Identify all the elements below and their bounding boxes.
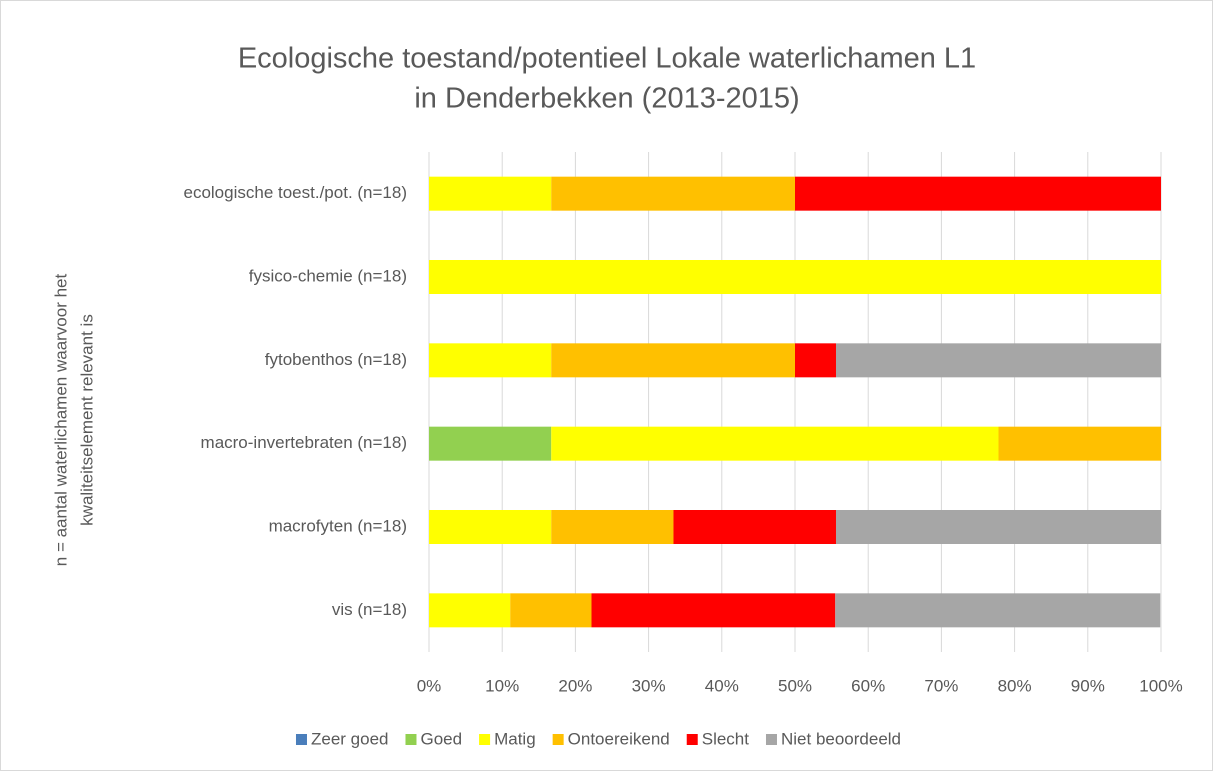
chart-title: in Denderbekken (2013-2015) [414, 83, 799, 115]
legend-item: Zeer goed [295, 729, 389, 748]
bar-segment [795, 343, 836, 378]
x-tick-label: 20% [558, 676, 592, 695]
y-tick-label: macro-invertebraten (n=18) [201, 433, 407, 452]
legend-label: Goed [420, 729, 462, 748]
legend-swatch [479, 734, 491, 745]
legend-label: Slecht [702, 729, 750, 748]
x-tick-label: 100% [1139, 676, 1182, 695]
bar-segment [551, 510, 674, 544]
bar-segment [551, 426, 999, 461]
bar-segment [551, 176, 795, 211]
legend-swatch [552, 734, 564, 745]
legend-item: Slecht [686, 729, 750, 748]
bar-segment [998, 426, 1161, 461]
x-tick-label: 40% [705, 676, 739, 695]
x-tick-label: 80% [998, 676, 1032, 695]
bar-segment [429, 426, 552, 461]
legend-label: Matig [494, 729, 536, 748]
bar-segment [591, 593, 836, 628]
bar-segment [429, 343, 552, 378]
y-tick-label: macrofyten (n=18) [269, 516, 407, 535]
legend-item: Goed [405, 729, 462, 748]
legend-item: Niet beoordeeld [765, 729, 901, 748]
bar-segment [551, 343, 795, 378]
x-tick-label: 90% [1071, 676, 1105, 695]
x-tick-label: 70% [924, 676, 958, 695]
y-axis-label: kwaliteitselement relevant is [77, 314, 96, 526]
legend-swatch [405, 734, 417, 745]
legend-label: Ontoereikend [568, 729, 670, 748]
bar-segment [795, 176, 1161, 211]
x-tick-label: 30% [632, 676, 666, 695]
legend-item: Ontoereikend [552, 729, 670, 748]
bar-segment [510, 593, 592, 628]
bar-segment [835, 510, 1161, 544]
x-tick-label: 50% [778, 676, 812, 695]
legend-item: Matig [479, 729, 536, 748]
bar-segment [835, 593, 1161, 628]
x-tick-label: 0% [417, 676, 442, 695]
legend-swatch [295, 734, 307, 745]
legend-label: Zeer goed [311, 729, 389, 748]
y-axis-label: n = aantal waterlichamen waarvoor het [51, 273, 70, 566]
y-tick-label: fysico-chemie (n=18) [249, 266, 407, 285]
legend-swatch [765, 734, 777, 745]
bar-segment [673, 510, 836, 544]
x-tick-label: 10% [485, 676, 519, 695]
bar-segment [835, 343, 1161, 378]
bar-segment [429, 593, 511, 628]
y-tick-label: fytobenthos (n=18) [265, 350, 407, 369]
chart-title: Ecologische toestand/potentieel Lokale w… [238, 43, 976, 75]
y-tick-label: vis (n=18) [332, 600, 407, 619]
bar-segment [429, 510, 552, 544]
legend-label: Niet beoordeeld [781, 729, 901, 748]
legend-swatch [686, 734, 698, 745]
y-tick-label: ecologische toest./pot. (n=18) [184, 183, 408, 202]
bar-segment [429, 260, 1161, 294]
x-tick-label: 60% [851, 676, 885, 695]
bar-segment [429, 176, 552, 211]
